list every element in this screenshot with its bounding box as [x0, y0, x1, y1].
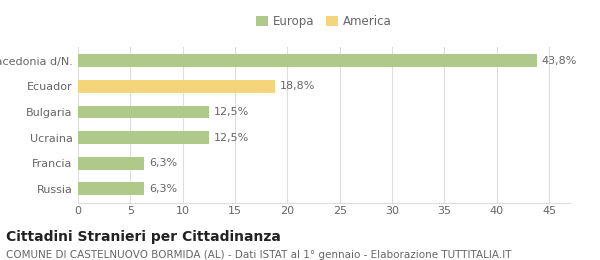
Bar [78, 157, 144, 170]
Text: 6,3%: 6,3% [149, 158, 178, 168]
Bar [78, 131, 209, 144]
Bar [78, 80, 275, 93]
Text: 18,8%: 18,8% [280, 81, 316, 92]
Text: 12,5%: 12,5% [214, 107, 250, 117]
Legend: Europa, America: Europa, America [256, 15, 392, 28]
Bar [78, 106, 209, 118]
Text: COMUNE DI CASTELNUOVO BORMIDA (AL) - Dati ISTAT al 1° gennaio - Elaborazione TUT: COMUNE DI CASTELNUOVO BORMIDA (AL) - Dat… [6, 250, 511, 259]
Text: 12,5%: 12,5% [214, 133, 250, 142]
Bar [78, 55, 536, 67]
Text: 43,8%: 43,8% [542, 56, 577, 66]
Bar [78, 182, 144, 195]
Text: 6,3%: 6,3% [149, 184, 178, 194]
Text: Cittadini Stranieri per Cittadinanza: Cittadini Stranieri per Cittadinanza [6, 230, 281, 244]
